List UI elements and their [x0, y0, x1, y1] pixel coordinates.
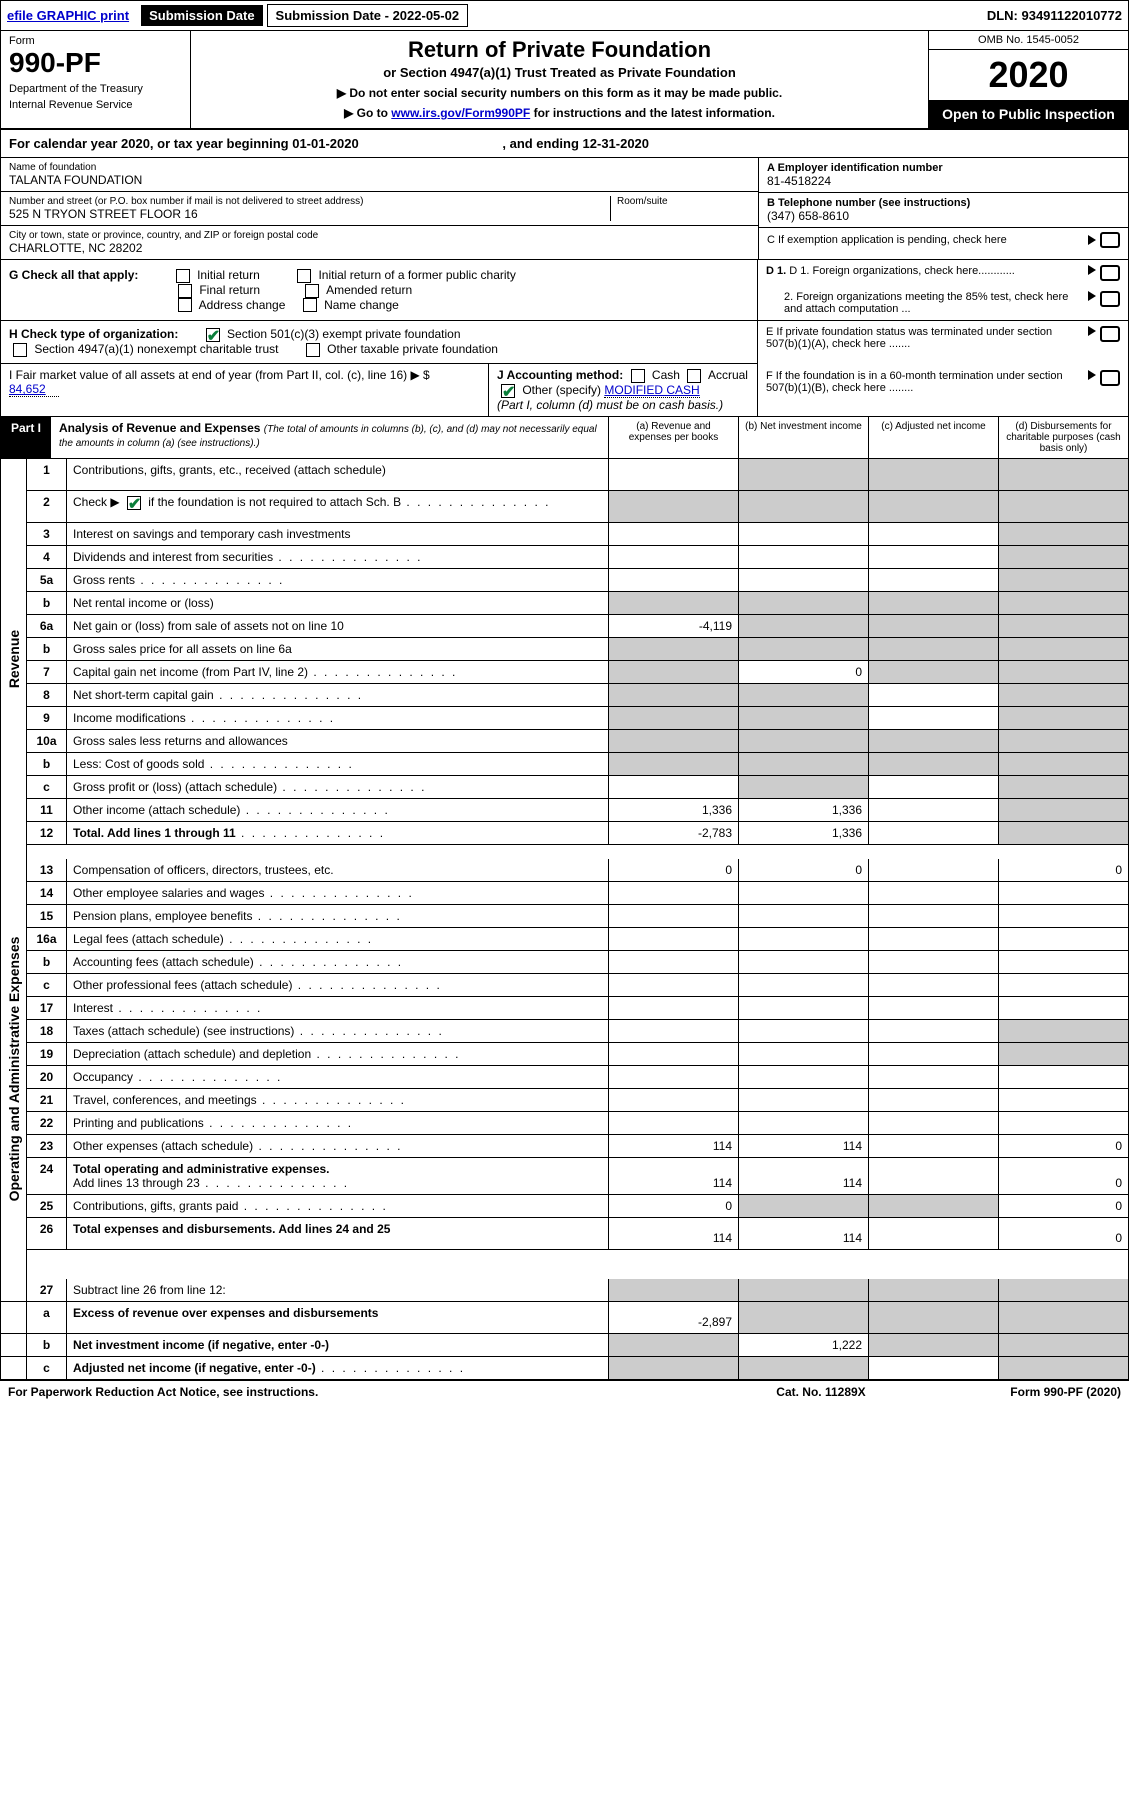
- initial-former-checkbox[interactable]: [297, 269, 311, 283]
- col-d-header: (d) Disbursements for charitable purpose…: [998, 417, 1128, 458]
- expenses-section: Operating and Administrative Expenses 13…: [1, 859, 1128, 1279]
- g-and-right-checks: G Check all that apply: Initial return I…: [1, 260, 1128, 364]
- final-return-checkbox[interactable]: [178, 284, 192, 298]
- dln: DLN: 93491122010772: [987, 8, 1122, 23]
- irs-link[interactable]: www.irs.gov/Form990PF: [391, 106, 530, 120]
- cash-checkbox[interactable]: [631, 369, 645, 383]
- irs-label: Internal Revenue Service: [9, 99, 182, 111]
- ij-row: I Fair market value of all assets at end…: [1, 364, 1128, 417]
- e-row: E If private foundation status was termi…: [758, 320, 1128, 355]
- form-header: Form 990-PF Department of the Treasury I…: [1, 31, 1128, 130]
- foundation-name: TALANTA FOUNDATION: [9, 173, 750, 187]
- open-public: Open to Public Inspection: [929, 100, 1128, 128]
- phone-label: B Telephone number (see instructions): [767, 197, 1120, 209]
- street-address: 525 N TRYON STREET FLOOR 16: [9, 207, 610, 221]
- phone: (347) 658-8610: [767, 209, 1120, 223]
- part1-header-row: Part I Analysis of Revenue and Expenses …: [1, 417, 1128, 459]
- col-b-header: (b) Net investment income: [738, 417, 868, 458]
- submission-date: Submission Date - 2022-05-02: [267, 4, 469, 27]
- entity-info: Name of foundation TALANTA FOUNDATION Nu…: [1, 158, 1128, 260]
- efile-link[interactable]: efile GRAPHIC print: [7, 8, 129, 23]
- addr-label: Number and street (or P.O. box number if…: [9, 196, 610, 207]
- arrow-icon: [1088, 265, 1096, 275]
- arrow-icon: [1088, 370, 1096, 380]
- name-change-checkbox[interactable]: [303, 298, 317, 312]
- cat-number: Cat. No. 11289X: [721, 1385, 921, 1399]
- form-word: Form: [9, 35, 182, 47]
- other-method-checkbox[interactable]: [501, 384, 515, 398]
- header-title-block: Return of Private Foundation or Section …: [191, 31, 928, 128]
- room-label: Room/suite: [617, 196, 750, 207]
- arrow-icon: [1088, 326, 1096, 336]
- f-checkbox[interactable]: [1100, 370, 1120, 386]
- calendar-year-row: For calendar year 2020, or tax year begi…: [1, 130, 1128, 158]
- other-method-value: MODIFIED CASH: [604, 383, 699, 398]
- h-row: H Check type of organization: Section 50…: [1, 321, 757, 364]
- d2-row: 2. Foreign organizations meeting the 85%…: [758, 286, 1128, 320]
- c-label: C If exemption application is pending, c…: [767, 234, 1084, 246]
- ein-label: A Employer identification number: [767, 162, 1120, 174]
- ein: 81-4518224: [767, 174, 1120, 188]
- expenses-side-label: Operating and Administrative Expenses: [6, 937, 22, 1202]
- col-c-header: (c) Adjusted net income: [868, 417, 998, 458]
- omb-number: OMB No. 1545-0052: [929, 31, 1128, 50]
- form-number: 990-PF: [9, 47, 182, 79]
- paperwork-notice: For Paperwork Reduction Act Notice, see …: [8, 1385, 721, 1399]
- revenue-side-label: Revenue: [6, 630, 22, 688]
- dept-treasury: Department of the Treasury: [9, 83, 182, 95]
- arrow-icon: [1088, 235, 1096, 245]
- part1-badge: Part I: [1, 417, 51, 458]
- revenue-section: Revenue 1Contributions, gifts, grants, e…: [1, 459, 1128, 859]
- name-label: Name of foundation: [9, 162, 750, 173]
- city-label: City or town, state or province, country…: [9, 230, 750, 241]
- form-footer-label: Form 990-PF (2020): [921, 1385, 1121, 1399]
- arrow-icon: [1088, 291, 1096, 301]
- header-left: Form 990-PF Department of the Treasury I…: [1, 31, 191, 128]
- schb-checkbox[interactable]: [127, 496, 141, 510]
- d2-checkbox[interactable]: [1100, 291, 1120, 307]
- form-container: efile GRAPHIC print Submission Date Subm…: [0, 0, 1129, 1381]
- d1-checkbox[interactable]: [1100, 265, 1120, 281]
- amended-checkbox[interactable]: [305, 284, 319, 298]
- initial-return-checkbox[interactable]: [176, 269, 190, 283]
- footer: For Paperwork Reduction Act Notice, see …: [0, 1381, 1129, 1403]
- form-title: Return of Private Foundation: [197, 37, 922, 63]
- f-row: F If the foundation is in a 60-month ter…: [758, 364, 1128, 416]
- fmv-value: 84,652: [9, 382, 59, 397]
- submission-date-label: Submission Date: [141, 5, 262, 26]
- tax-year: 2020: [929, 50, 1128, 100]
- 4947-checkbox[interactable]: [13, 343, 27, 357]
- other-tax-checkbox[interactable]: [306, 343, 320, 357]
- g-row: G Check all that apply: Initial return I…: [1, 260, 757, 321]
- ssn-note: ▶ Do not enter social security numbers o…: [197, 86, 922, 100]
- top-bar: efile GRAPHIC print Submission Date Subm…: [1, 1, 1128, 31]
- d1-row: D 1. D 1. Foreign organizations, check h…: [758, 260, 1128, 286]
- e-checkbox[interactable]: [1100, 326, 1120, 342]
- addr-change-checkbox[interactable]: [178, 298, 192, 312]
- c-checkbox[interactable]: [1100, 232, 1120, 248]
- col-a-header: (a) Revenue and expenses per books: [608, 417, 738, 458]
- line27-section: 27Subtract line 26 from line 12: aExcess…: [1, 1279, 1128, 1380]
- accrual-checkbox[interactable]: [687, 369, 701, 383]
- goto-note: ▶ Go to www.irs.gov/Form990PF for instru…: [197, 106, 922, 120]
- header-right: OMB No. 1545-0052 2020 Open to Public In…: [928, 31, 1128, 128]
- city-state-zip: CHARLOTTE, NC 28202: [9, 241, 750, 255]
- form-subtitle: or Section 4947(a)(1) Trust Treated as P…: [197, 65, 922, 80]
- 501c3-checkbox[interactable]: [206, 328, 220, 342]
